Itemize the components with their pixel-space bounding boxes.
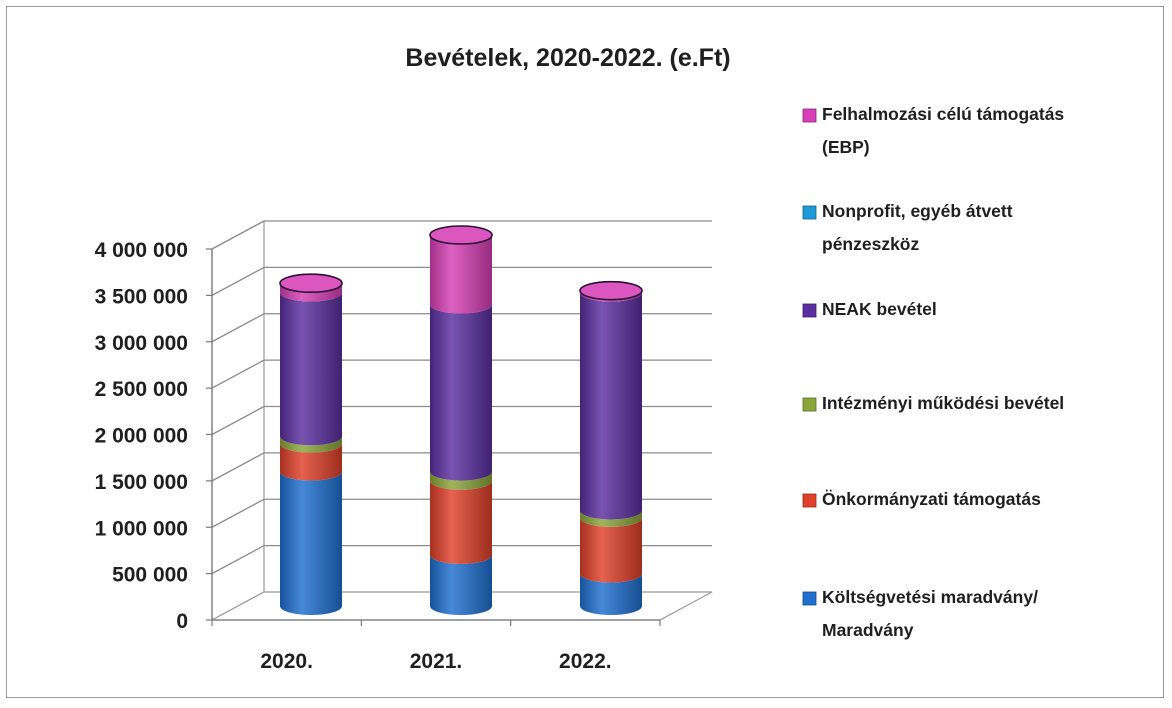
chart-title: Bevételek, 2020-2022. (e.Ft)	[405, 44, 730, 72]
y-tick-label: 2 000 000	[95, 425, 188, 448]
y-tick-label: 1 500 000	[95, 471, 188, 494]
grid-lines	[211, 220, 712, 575]
legend-item: Nonprofit, egyéb átvett pénzeszköz	[802, 201, 1013, 254]
x-tick-label: 2021.	[410, 650, 463, 673]
legend-label: NEAK bevétel	[822, 299, 937, 319]
y-tick-label: 2 500 000	[95, 378, 188, 401]
legend-swatch	[802, 397, 817, 412]
y-tick-label: 4 000 000	[95, 239, 188, 262]
bar-segment	[280, 471, 342, 615]
legend-label: Költségvetési maradvány/	[822, 587, 1038, 607]
bar-segment	[430, 480, 492, 564]
bar-segment	[580, 292, 642, 520]
bar-top-cap	[579, 280, 643, 301]
legend-label: Önkormányzati támogatás	[822, 489, 1041, 509]
legend-item: Felhalmozási célú támogatás (EBP)	[802, 104, 1064, 157]
y-tick-label: 500 000	[112, 564, 188, 587]
legend-label: pénzeszköz	[822, 234, 919, 254]
gridline	[211, 313, 712, 343]
bar-segment	[580, 517, 642, 583]
bar-top-cap	[279, 273, 343, 294]
legend-swatch	[802, 493, 817, 508]
y-tick-label: 3 000 000	[95, 332, 188, 355]
bar-segment	[430, 304, 492, 481]
x-tick-label: 2022.	[559, 650, 612, 673]
bar-segment	[280, 292, 342, 446]
legend-swatch	[802, 303, 817, 318]
gridline	[211, 498, 712, 528]
y-tick-label: 3 500 000	[95, 285, 188, 308]
gridline	[211, 359, 712, 389]
bar-segment	[280, 443, 342, 481]
legend-label: Intézményi működési bevétel	[822, 393, 1064, 413]
legend-item: Intézményi működési bevétel	[802, 393, 1064, 413]
bar-segment	[430, 471, 492, 490]
gridline	[211, 405, 712, 436]
x-tick-label: 2020.	[260, 650, 313, 673]
bar-segment	[430, 554, 492, 615]
bar-top-cap	[429, 225, 493, 245]
legend-swatch	[802, 591, 817, 606]
legend: Felhalmozási célú támogatás (EBP) Nonprofi…	[802, 104, 1064, 640]
legend-item: NEAK bevétel	[802, 299, 937, 319]
gridline	[211, 452, 712, 482]
legend-item: Önkormányzati támogatás	[802, 489, 1041, 509]
bar-segment	[280, 436, 342, 453]
legend-swatch	[802, 205, 817, 220]
bar-segment	[580, 510, 642, 527]
bar-segment	[430, 235, 492, 314]
bars	[279, 225, 643, 615]
y-tick-label: 1 000 000	[95, 517, 188, 540]
legend-swatch	[802, 108, 817, 123]
legend-label: (EBP)	[822, 137, 870, 157]
gridline	[211, 220, 712, 250]
legend-item: Költségvetési maradvány/Maradvány	[802, 587, 1038, 640]
gridline	[211, 544, 712, 575]
legend-label: Nonprofit, egyéb átvett	[822, 201, 1013, 221]
legend-label: Maradvány	[822, 620, 914, 640]
legend-label: Felhalmozási célú támogatás	[822, 104, 1064, 124]
y-tick-label: 0	[176, 610, 188, 633]
bar-segment	[580, 573, 642, 615]
x-axis: 2020. 2021. 2022.	[211, 619, 661, 673]
y-axis: 0 500 000 1 000 000 1 500 000 2 000 000 2 500…	[95, 239, 213, 633]
gridline	[211, 266, 712, 296]
